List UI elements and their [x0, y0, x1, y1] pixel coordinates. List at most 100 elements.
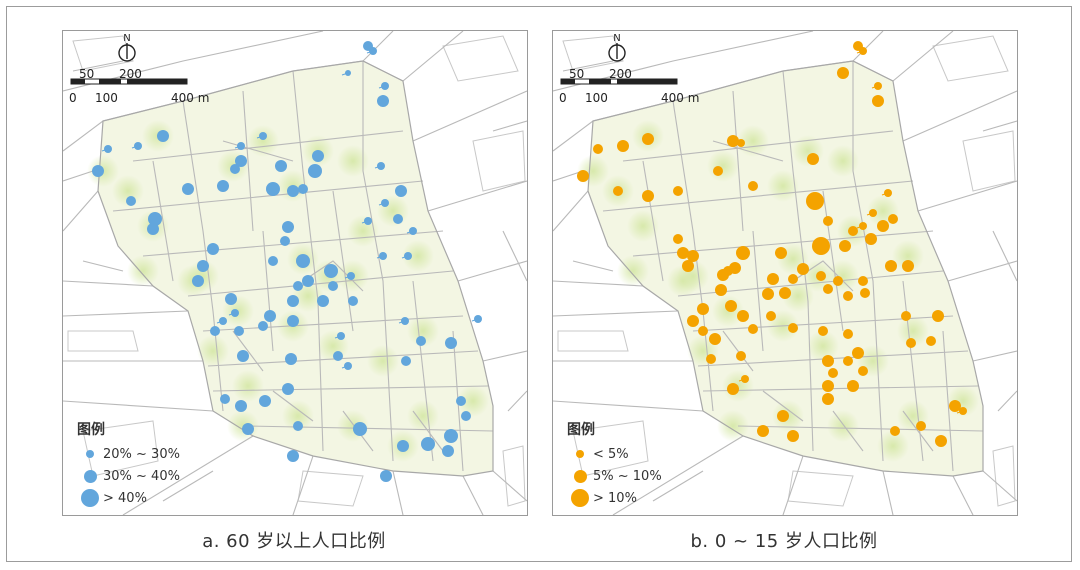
population-point: [381, 199, 389, 207]
road: [362, 31, 394, 62]
road: [187, 270, 454, 297]
population-point: [293, 281, 303, 291]
hotspot-halo: [402, 240, 434, 272]
population-point: [182, 183, 194, 195]
population-point: [237, 142, 245, 150]
building-block: [72, 35, 134, 72]
legend-item: > 10%: [567, 487, 747, 509]
road: [232, 330, 264, 372]
population-point: [347, 272, 355, 280]
hotspot-halo: [407, 400, 439, 432]
population-point: [344, 362, 352, 370]
building-block: [562, 35, 624, 72]
hotspot-halo: [717, 410, 749, 442]
population-point: [642, 133, 654, 145]
hotspot-halo: [707, 150, 739, 182]
road: [142, 230, 444, 257]
building-block: [557, 330, 629, 352]
scale-label-400m: 400 m: [661, 91, 700, 105]
building-block: [992, 445, 1016, 507]
road: [427, 180, 527, 212]
scale-bar: 50 200 0 100 400 m: [557, 37, 757, 107]
road: [207, 350, 479, 367]
population-point: [287, 295, 299, 307]
population-point: [748, 181, 758, 191]
caption-children: b. 0 ~ 15 岁人口比例: [690, 531, 878, 552]
population-point: [843, 291, 853, 301]
population-point: [847, 380, 859, 392]
population-point: [767, 273, 779, 285]
road: [992, 230, 1017, 282]
road: [892, 31, 954, 82]
population-point: [192, 275, 204, 287]
population-point: [736, 246, 750, 260]
population-point: [298, 184, 308, 194]
population-point: [377, 162, 385, 170]
road: [982, 470, 1017, 502]
road: [132, 130, 404, 162]
hotspot-halo: [737, 125, 769, 157]
population-point: [287, 185, 299, 197]
population-point: [839, 240, 851, 252]
population-point: [877, 220, 889, 232]
population-point: [932, 310, 944, 322]
population-point: [380, 470, 392, 482]
scale-segment: [561, 79, 575, 84]
population-point: [275, 160, 287, 172]
legend-label: < 5%: [593, 446, 629, 462]
legend-label: > 40%: [103, 490, 147, 506]
road: [642, 160, 664, 282]
population-point: [445, 337, 457, 349]
population-point: [210, 326, 220, 336]
population-point: [379, 252, 387, 260]
road: [222, 140, 294, 162]
road: [162, 470, 214, 502]
road: [292, 70, 324, 452]
road: [902, 410, 934, 452]
hotspot-halo: [337, 145, 369, 177]
population-point: [677, 247, 689, 259]
legend-symbol-small: [86, 450, 94, 458]
hotspot-halo: [667, 265, 699, 297]
caption-elderly: a. 60 岁以上人口比例: [202, 531, 386, 552]
population-point: [777, 410, 789, 422]
population-point: [687, 250, 699, 262]
road: [732, 90, 744, 232]
north-arrow-icon: N: [118, 33, 136, 62]
population-point: [807, 153, 819, 165]
scale-label-50: 50: [569, 67, 585, 81]
population-point: [280, 236, 290, 246]
population-point: [197, 260, 209, 272]
population-point: [207, 243, 219, 255]
population-point: [741, 375, 749, 383]
building-block: [297, 470, 364, 507]
population-point: [906, 338, 916, 348]
road: [917, 180, 1017, 212]
hotspot-halo: [407, 315, 439, 347]
population-point: [949, 400, 961, 412]
scale-label-0: 0: [69, 91, 77, 105]
population-point: [617, 140, 629, 152]
road: [553, 190, 589, 232]
road: [737, 425, 984, 432]
road: [63, 310, 189, 317]
population-point: [698, 326, 708, 336]
road: [182, 100, 224, 412]
population-point: [401, 356, 411, 366]
population-point: [872, 95, 884, 107]
road: [212, 385, 489, 392]
legend-label: 5% ~ 10%: [593, 468, 662, 484]
scale-bar-graphic: [560, 78, 678, 85]
population-point: [401, 317, 409, 325]
population-point: [959, 407, 967, 415]
population-point: [725, 300, 737, 312]
road: [72, 60, 124, 72]
population-point: [697, 303, 709, 315]
population-point: [926, 336, 936, 346]
population-point: [682, 260, 694, 272]
population-point: [148, 212, 162, 226]
population-point: [348, 296, 358, 306]
road: [572, 260, 614, 272]
hotspot-halo: [892, 240, 924, 272]
road: [292, 455, 314, 515]
